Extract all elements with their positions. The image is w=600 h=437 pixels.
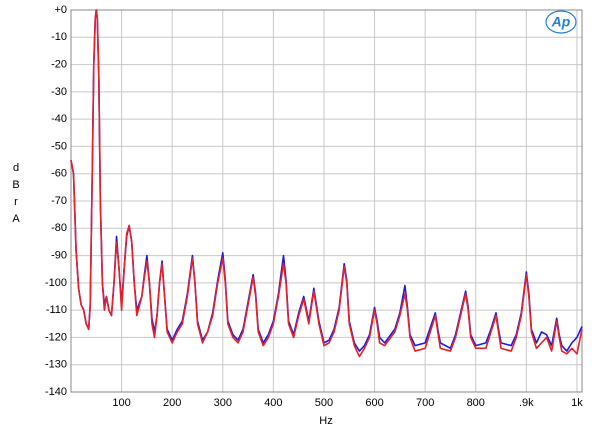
plot-frame: [70, 9, 583, 393]
y-tick-label: -20: [51, 58, 67, 70]
y-axis-label: dBr A: [12, 162, 24, 225]
y-tick-label: -30: [51, 86, 67, 98]
y-tick-label: -80: [51, 222, 67, 234]
x-tick-label: .9k: [519, 397, 534, 409]
y-tick-label: -70: [51, 195, 67, 207]
y-tick-label: -100: [45, 277, 67, 289]
line-series: [70, 9, 583, 352]
x-tick-label: 1k: [571, 397, 583, 409]
y-tick-label: -110: [46, 304, 67, 316]
y-tick-label: -40: [51, 113, 67, 125]
x-tick-label: 100: [112, 397, 130, 409]
x-tick-label: 800: [467, 397, 485, 409]
logo-ring: [545, 10, 577, 34]
x-tick-label: 400: [264, 397, 282, 409]
x-tick-label: 600: [365, 397, 383, 409]
line-series: [70, 9, 583, 358]
y-tick-label: -90: [51, 249, 67, 261]
y-tick-label: +0: [54, 4, 67, 16]
y-tick-label: -50: [51, 140, 67, 152]
x-tick-label: 500: [315, 397, 333, 409]
logo: Ap: [551, 14, 571, 30]
y-tick-label: -130: [45, 359, 67, 371]
x-tick-label: 200: [163, 397, 181, 409]
y-tick-label: -10: [51, 31, 67, 43]
y-tick-label: -120: [45, 331, 67, 343]
x-tick-label: 300: [214, 397, 232, 409]
y-tick-label: -140: [45, 386, 67, 398]
x-axis-label: Hz: [319, 415, 332, 427]
y-tick-label: -60: [51, 168, 67, 180]
x-tick-label: 700: [416, 397, 434, 409]
